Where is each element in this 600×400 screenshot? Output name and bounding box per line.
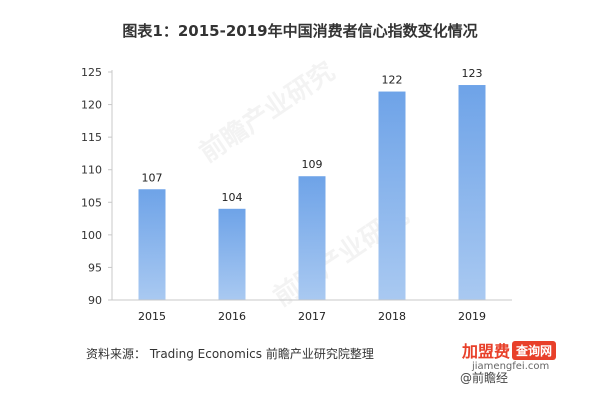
data-label: 123 — [462, 67, 483, 80]
x-tick-label: 2016 — [218, 310, 246, 323]
source-note: 资料来源： Trading Economics 前瞻产业研究院整理 — [86, 347, 374, 361]
y-tick-label: 125 — [81, 66, 102, 79]
y-tick-label: 110 — [81, 164, 102, 177]
y-tick-label: 100 — [81, 229, 102, 242]
site-logo-url: jiamengfei.com — [472, 361, 550, 372]
bar — [218, 208, 246, 300]
corner-watermark: @前瞻经 — [459, 371, 508, 385]
bar — [298, 176, 326, 300]
x-tick-label: 2019 — [458, 310, 486, 323]
bar — [458, 85, 486, 301]
chart-title: 图表1：2015-2019年中国消费者信心指数变化情况 — [122, 22, 478, 40]
site-logo-badge: 查询网 — [512, 341, 557, 360]
bar — [138, 189, 166, 300]
bar — [378, 91, 406, 301]
site-logo[interactable]: 加盟费 查询网 jiamengfei.com — [462, 338, 574, 378]
y-tick-label: 115 — [81, 131, 102, 144]
data-label: 109 — [302, 158, 323, 171]
data-label: 122 — [382, 74, 403, 87]
y-tick-label: 95 — [88, 261, 102, 274]
site-logo-text: 加盟费 — [462, 342, 511, 361]
x-tick-label: 2017 — [298, 310, 326, 323]
y-tick-label: 90 — [88, 294, 102, 307]
x-tick-label: 2018 — [378, 310, 406, 323]
x-tick-label: 2015 — [138, 310, 166, 323]
y-tick-label: 105 — [81, 196, 102, 209]
data-label: 104 — [222, 191, 243, 204]
data-label: 107 — [142, 171, 163, 184]
y-tick-label: 120 — [81, 99, 102, 112]
site-logo-name: 加盟费 查询网 — [462, 338, 557, 362]
